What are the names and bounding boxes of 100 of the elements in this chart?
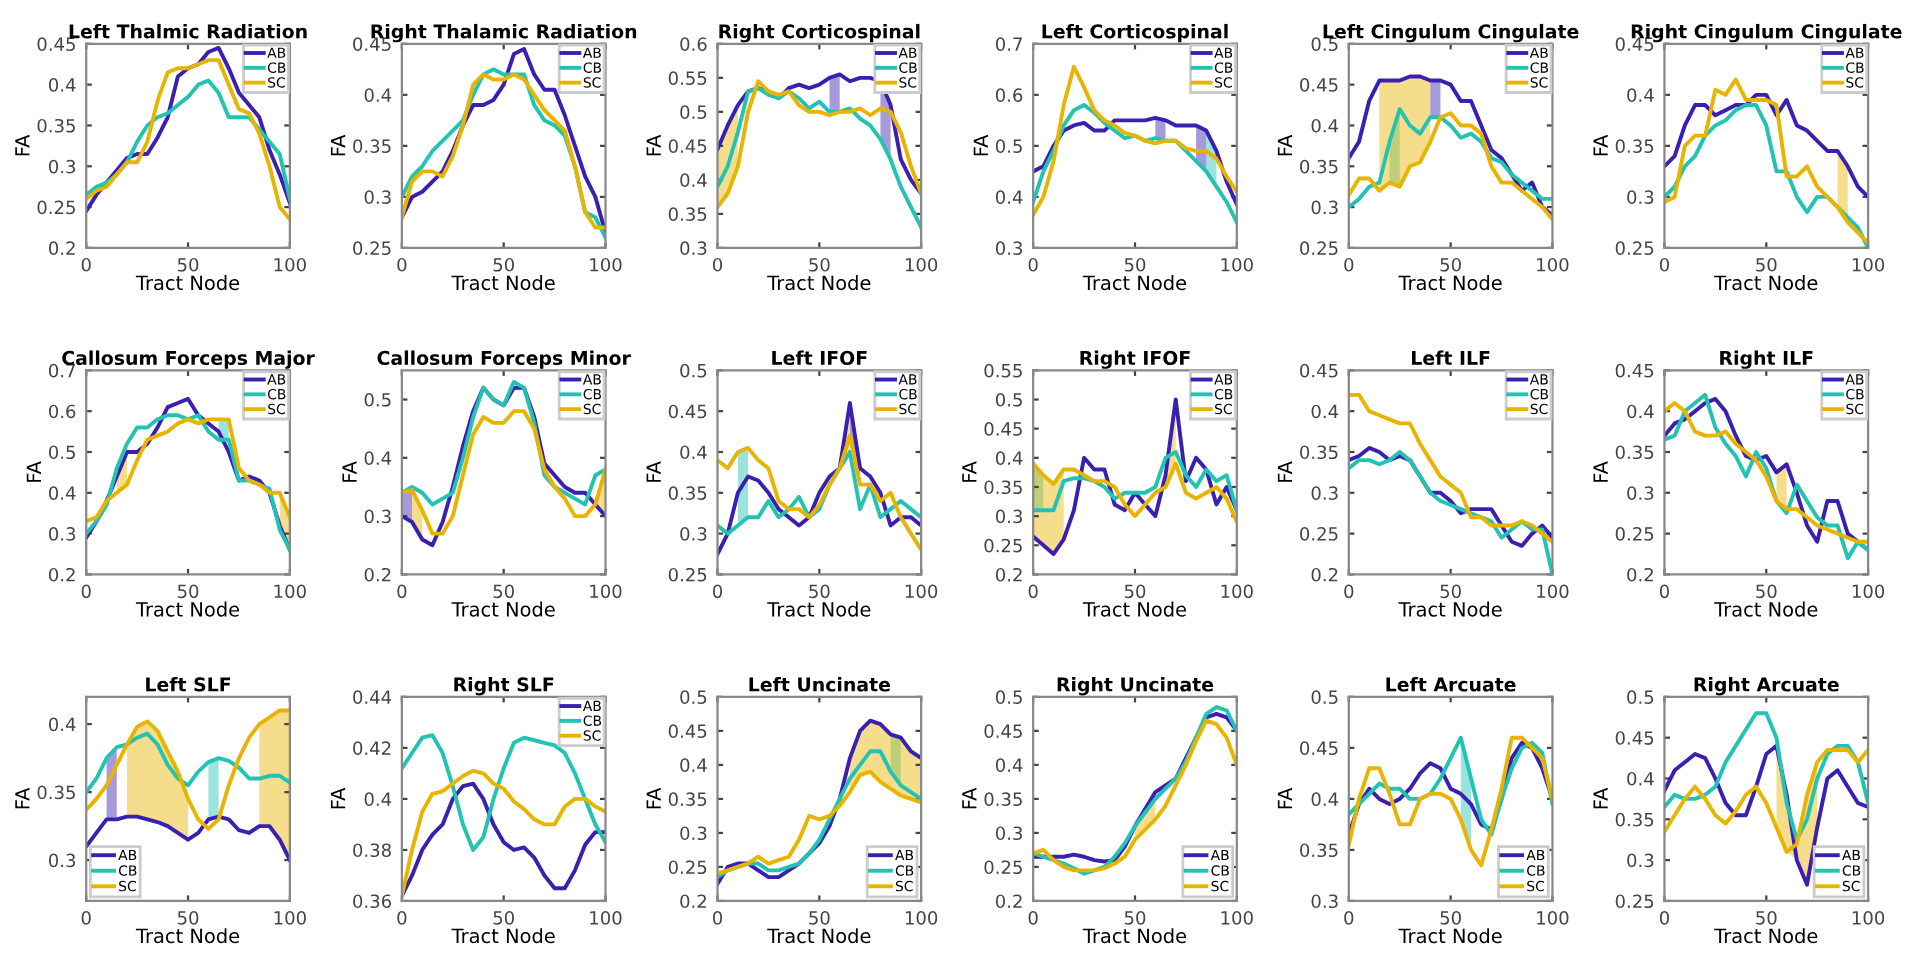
- chart-title: Left ILF: [1412, 350, 1490, 366]
- x-tick-label: 0: [81, 910, 91, 925]
- y-tick-label: 0.4: [680, 445, 707, 460]
- y-tick-label: 0.35: [37, 118, 75, 133]
- x-tick-label: 100: [1537, 584, 1569, 599]
- x-tick-label: 50: [493, 257, 514, 272]
- y-tick-label: 0.25: [37, 200, 75, 215]
- y-tick-label: 0.45: [1615, 363, 1654, 378]
- x-tick-label: 0: [81, 257, 91, 272]
- y-tick-label: 0.25: [1300, 241, 1338, 256]
- y-tick-label: 0.2: [1627, 567, 1653, 582]
- y-tick-label: 0.55: [984, 363, 1022, 378]
- x-tick-label: 100: [1221, 584, 1253, 599]
- y-tick-label: 0.2: [48, 241, 75, 256]
- x-tick-label: 100: [905, 257, 938, 272]
- y-tick-label: 0.3: [48, 853, 76, 868]
- y-axis-title: FA: [646, 134, 661, 156]
- y-tick-label: 0.45: [668, 724, 707, 738]
- y-axis-title: FA: [646, 787, 661, 809]
- x-tick-label: 0: [397, 584, 407, 599]
- x-tick-label: 50: [493, 910, 514, 925]
- y-tick-label: 0.35: [1615, 445, 1654, 460]
- chart-title: Right Corticospinal: [719, 23, 920, 43]
- y-tick-label: 0.44: [353, 690, 392, 704]
- x-tick-label: 100: [274, 584, 306, 599]
- x-tick-label: 50: [809, 910, 830, 925]
- y-tick-label: 0.36: [353, 894, 392, 909]
- y-tick-label: 0.4: [1627, 404, 1654, 419]
- y-tick-label: 0.35: [1300, 843, 1338, 858]
- x-tick-label: 0: [1659, 257, 1669, 272]
- chart-title: Right Uncinate: [1057, 676, 1214, 696]
- x-tick-label: 0: [712, 584, 723, 599]
- x-axis-title: Tract Node: [1398, 601, 1502, 617]
- y-tick-label: 0.4: [364, 88, 392, 102]
- y-tick-label: 0.25: [353, 241, 391, 256]
- y-tick-label: 0.35: [984, 792, 1022, 807]
- y-tick-label: 0.4: [364, 451, 392, 465]
- y-tick-label: 0.4: [995, 451, 1023, 465]
- x-tick-label: 50: [177, 257, 199, 272]
- x-axis-title: Tract Node: [1398, 275, 1502, 291]
- y-tick-label: 0.45: [1300, 741, 1338, 756]
- x-tick-label: 100: [274, 257, 306, 272]
- x-tick-label: 50: [1124, 257, 1146, 272]
- y-tick-label: 0.3: [680, 241, 707, 256]
- x-tick-label: 50: [1124, 584, 1146, 599]
- y-tick-label: 0.3: [995, 241, 1022, 256]
- y-tick-label: 0.42: [353, 741, 391, 756]
- y-tick-label: 0.6: [680, 37, 707, 51]
- y-tick-label: 0.35: [1300, 159, 1338, 174]
- chart-title: Right SLF: [454, 676, 554, 696]
- y-tick-label: 0.25: [984, 860, 1022, 875]
- y-tick-label: 0.3: [1627, 853, 1654, 868]
- y-tick-label: 0.35: [668, 486, 707, 500]
- x-axis-title: Tract Node: [451, 928, 555, 944]
- y-tick-label: 0.4: [1311, 792, 1339, 807]
- y-tick-label: 0.35: [353, 139, 391, 153]
- y-tick-label: 0.2: [48, 567, 75, 582]
- y-tick-label: 0.45: [984, 724, 1022, 738]
- y-tick-label: 0.6: [995, 88, 1023, 102]
- y-tick-label: 0.4: [995, 758, 1023, 773]
- x-tick-label: 0: [1344, 584, 1354, 599]
- y-tick-label: 0.45: [668, 139, 707, 153]
- x-tick-label: 0: [1659, 910, 1669, 925]
- y-tick-label: 0.4: [680, 758, 707, 773]
- y-tick-label: 0.5: [680, 363, 707, 378]
- x-axis-title: Tract Node: [1714, 928, 1818, 944]
- y-tick-label: 0.3: [1311, 486, 1338, 500]
- x-tick-label: 50: [1756, 257, 1777, 272]
- y-tick-label: 0.4: [1311, 404, 1339, 419]
- y-tick-label: 0.25: [1615, 527, 1654, 541]
- y-tick-label: 0.3: [1627, 486, 1654, 500]
- chart-title: Left IFOF: [772, 350, 867, 366]
- y-axis-title: FA: [26, 461, 41, 482]
- y-axis-title: FA: [15, 134, 30, 156]
- y-tick-label: 0.25: [668, 860, 707, 875]
- x-axis-title: Tract Node: [1714, 601, 1818, 617]
- y-tick-label: 0.5: [1311, 37, 1338, 51]
- x-tick-label: 50: [1124, 910, 1146, 925]
- chart-title: Right IFOF: [1080, 350, 1190, 369]
- x-tick-label: 100: [590, 584, 622, 599]
- x-tick-label: 50: [1756, 910, 1777, 925]
- chart-title: Right Arcuate: [1694, 676, 1839, 696]
- y-tick-label: 0.35: [984, 480, 1022, 495]
- x-axis-title: Tract Node: [135, 601, 240, 617]
- y-tick-label: 0.35: [37, 785, 75, 800]
- x-tick-label: 50: [1756, 584, 1777, 599]
- x-tick-label: 0: [81, 584, 91, 599]
- y-tick-label: 0.4: [995, 190, 1023, 204]
- y-tick-label: 0.4: [1627, 88, 1654, 102]
- x-axis-title: Tract Node: [135, 275, 240, 291]
- x-axis-title: Tract Node: [135, 928, 240, 944]
- x-axis-title: Tract Node: [1082, 928, 1187, 944]
- y-tick-label: 0.2: [995, 894, 1022, 909]
- y-axis-title: FA: [1277, 461, 1293, 482]
- y-tick-label: 0.3: [1627, 190, 1654, 204]
- y-tick-label: 0.35: [1300, 445, 1338, 460]
- y-axis-title: FA: [1277, 787, 1293, 809]
- y-tick-label: 0.45: [1300, 363, 1338, 378]
- x-tick-label: 0: [712, 910, 723, 925]
- x-tick-label: 0: [712, 257, 723, 272]
